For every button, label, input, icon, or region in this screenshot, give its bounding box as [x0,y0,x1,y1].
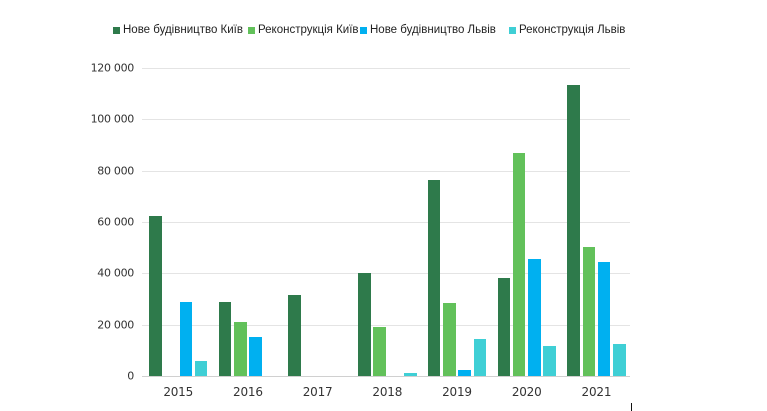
bar [427,179,441,376]
gridline [142,325,630,326]
x-axis-line [142,376,630,377]
x-tick-label: 2021 [581,385,612,399]
gridline [142,171,630,172]
bar [179,302,193,376]
bar [458,370,471,376]
bar [567,84,580,376]
bar [288,295,301,376]
bar [149,215,162,376]
decorative-tick-mark [631,403,632,411]
x-tick-label: 2020 [511,385,542,399]
legend-label: Реконструкція Львів [519,24,626,36]
legend-swatch-icon [113,26,120,34]
bar [497,278,510,376]
legend-item-reconstruction-kyiv: Реконструкція Київ [248,24,359,36]
bar [597,262,611,376]
legend-item-new-construction-kyiv: Нове будівництво Київ [113,24,243,36]
y-tick-label: 100 000 [90,112,135,126]
y-tick-label: 20 000 [97,318,134,332]
bar [404,372,417,376]
bar [373,327,386,376]
x-tick-label: 2016 [233,385,263,399]
bar [543,345,556,376]
bar [249,337,262,376]
gridline [142,273,630,274]
bar [443,303,456,376]
bar [528,259,541,376]
legend-swatch-icon [509,26,516,34]
bar [234,322,247,376]
legend-label: Нове будівництво Львів [370,24,496,36]
legend-swatch-icon [248,26,255,34]
bar [194,361,208,376]
x-tick-label: 2019 [442,385,472,399]
y-tick-label: 0 [127,369,134,383]
y-tick-label: 60 000 [97,215,134,229]
bar [358,272,371,376]
legend-item-new-construction-lviv: Нове будівництво Львів [360,24,496,36]
y-tick-label: 80 000 [97,164,134,178]
bar [473,339,487,376]
x-tick-label: 2018 [372,385,403,399]
gridline [142,222,630,223]
bar [218,302,232,376]
bar [582,247,595,376]
y-tick-label: 120 000 [90,61,135,75]
x-tick-label: 2015 [163,385,194,399]
bar [613,344,626,376]
bar [512,153,526,376]
legend-label: Реконструкція Київ [258,24,359,36]
x-tick-label: 2017 [302,385,333,399]
legend-item-reconstruction-lviv: Реконструкція Львів [509,24,625,36]
gridline [142,68,630,69]
legend-swatch-icon [360,26,367,34]
gridline [142,119,630,120]
legend-label: Нове будівництво Київ [123,24,243,36]
y-tick-label: 40 000 [97,266,134,280]
